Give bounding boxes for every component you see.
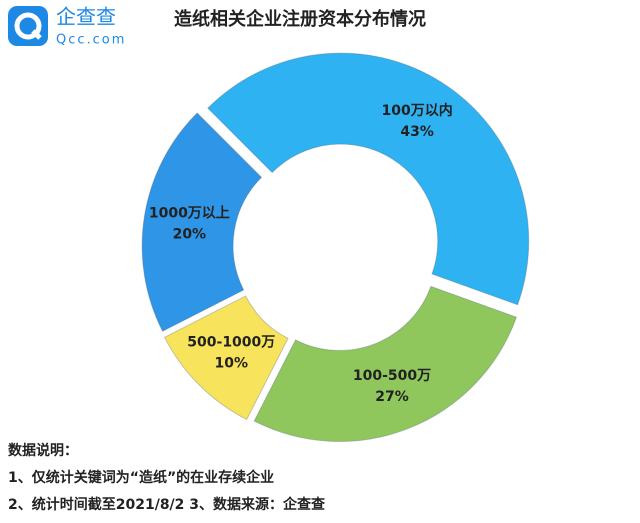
logo-icon bbox=[8, 6, 48, 46]
donut-slice bbox=[207, 52, 530, 306]
logo-name: 企查查 bbox=[56, 5, 116, 29]
chart-title: 造纸相关企业注册资本分布情况 bbox=[174, 8, 426, 30]
donut: 100万以内 43% 100-500万 27% 500-1000万 10% 1000万以上 2… bbox=[141, 52, 530, 442]
logo-q bbox=[14, 12, 42, 40]
donut-slice bbox=[253, 285, 518, 442]
logo-q-tail bbox=[31, 29, 42, 40]
logo-domain: Qcc.com bbox=[56, 33, 126, 48]
note-line: 1、仅统计关键词为“造纸”的在业存续企业 bbox=[8, 469, 274, 486]
slice-label: 100万以内 bbox=[381, 102, 452, 119]
notes-heading: 数据说明： bbox=[8, 442, 78, 459]
slice-label: 1000万以上 bbox=[149, 206, 230, 222]
donut-slice bbox=[163, 295, 289, 421]
slice-value: 10% bbox=[215, 356, 249, 372]
slice-value: 27% bbox=[375, 389, 409, 405]
slice-value: 20% bbox=[173, 227, 207, 243]
slice-value: 43% bbox=[400, 124, 434, 140]
donut-slice bbox=[141, 112, 263, 332]
slice-label: 100-500万 bbox=[353, 368, 431, 384]
note-line: 2、统计时间截至2021/8/2 3、数据来源：企查查 bbox=[8, 496, 326, 513]
slice-label: 500-1000万 bbox=[187, 335, 275, 351]
